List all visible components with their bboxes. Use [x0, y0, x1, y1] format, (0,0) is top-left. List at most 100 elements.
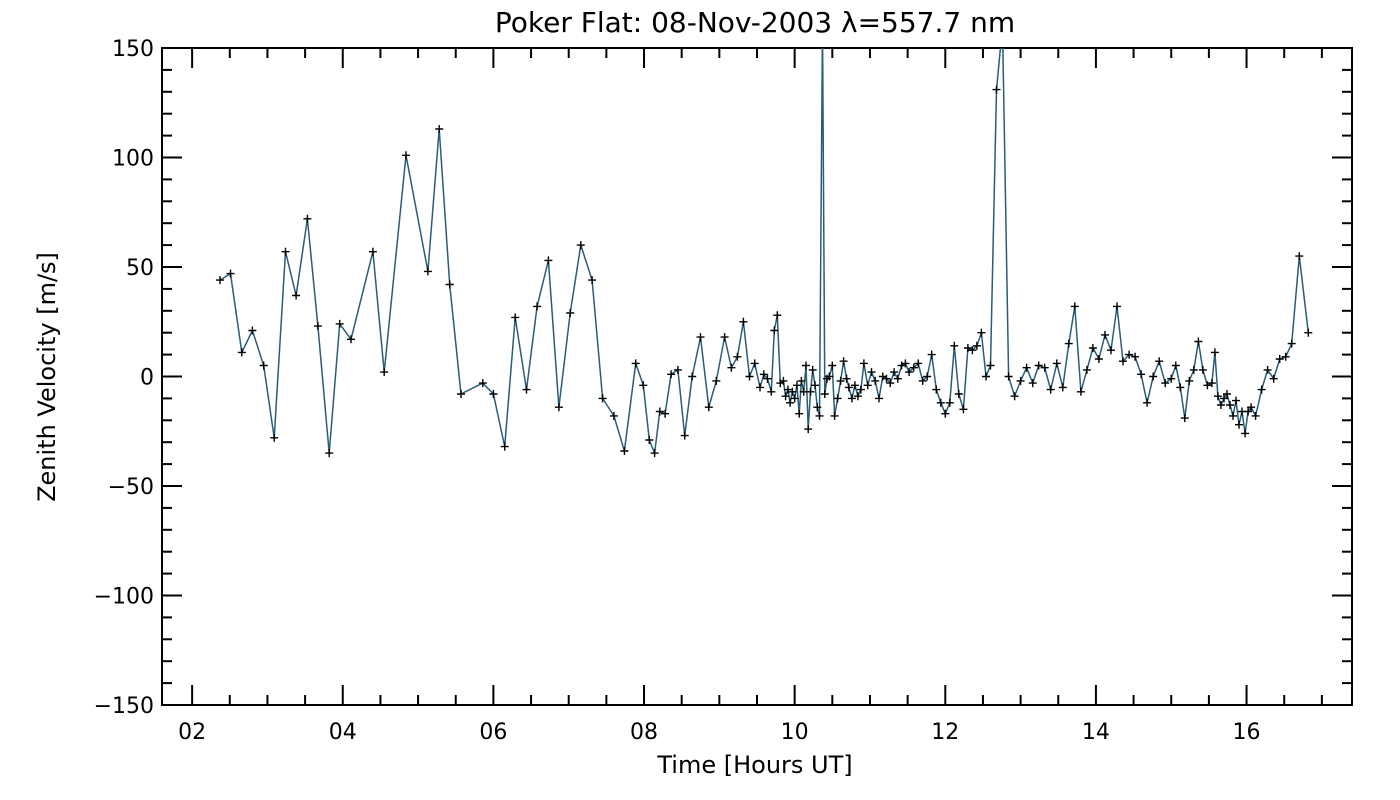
y-tick-label: 150 [112, 37, 154, 62]
data-point [756, 383, 764, 392]
data-point [813, 403, 822, 412]
data-point [1229, 411, 1237, 420]
data-point [216, 276, 224, 285]
data-point [932, 385, 941, 394]
data-point [859, 359, 868, 368]
data-point [992, 85, 1001, 94]
data-point [1064, 339, 1073, 348]
data-point [1194, 337, 1203, 346]
data-point [977, 328, 986, 337]
data-point [936, 398, 945, 407]
data-point [554, 403, 563, 412]
data-point [673, 365, 682, 374]
data-point [914, 359, 923, 368]
series-group [216, 48, 1313, 458]
data-point [833, 394, 842, 403]
data-point [650, 449, 659, 458]
data-point [237, 348, 246, 357]
data-point [1119, 357, 1127, 366]
data-point [667, 370, 676, 379]
data-point [1143, 398, 1152, 407]
data-point [380, 368, 389, 377]
data-point [1046, 385, 1055, 394]
data-point [402, 151, 410, 160]
data-point [759, 370, 768, 379]
data-point [696, 333, 705, 342]
data-point [1028, 379, 1037, 388]
data-point [763, 374, 772, 383]
data-point [799, 387, 808, 396]
data-point [1137, 370, 1146, 379]
data-point [923, 372, 932, 381]
data-point [779, 376, 788, 385]
data-point [871, 376, 880, 385]
data-point [788, 387, 797, 396]
data-point [1070, 302, 1079, 311]
data-point [1207, 379, 1216, 388]
data-point [1269, 374, 1278, 383]
data-point [1076, 387, 1085, 396]
data-point [1180, 414, 1189, 423]
data-point [639, 381, 648, 390]
data-point [500, 442, 509, 451]
data-point [1241, 429, 1250, 438]
data-point [335, 319, 344, 328]
data-point [1176, 383, 1185, 392]
x-tick-label: 10 [781, 720, 809, 745]
data-point [767, 387, 776, 396]
data-point [959, 405, 968, 414]
data-point [830, 411, 839, 420]
data-point [457, 390, 465, 398]
data-point [853, 392, 862, 401]
data-point [901, 359, 910, 368]
data-point [1244, 407, 1253, 416]
data-point [770, 326, 779, 335]
data-point [1304, 328, 1313, 337]
data-point [655, 407, 664, 416]
data-point [783, 385, 792, 394]
x-tick-label: 02 [178, 720, 206, 745]
data-point [863, 381, 872, 390]
data-point [259, 361, 268, 370]
data-point [1113, 302, 1121, 311]
data-point [661, 409, 670, 418]
data-point [790, 394, 799, 403]
data-point [781, 392, 790, 401]
data-point [704, 403, 713, 412]
data-point [963, 344, 972, 352]
data-point [1058, 383, 1067, 392]
data-point [325, 449, 334, 458]
data-point [368, 247, 377, 256]
data-point [1223, 390, 1231, 398]
data-point [792, 381, 801, 390]
data-point [1198, 365, 1207, 374]
data-point [1232, 396, 1240, 405]
data-point [1203, 381, 1212, 390]
data-point [281, 247, 290, 256]
data-point [533, 302, 542, 311]
data-point [727, 363, 736, 372]
data-point [1010, 392, 1019, 401]
data-point [1263, 365, 1272, 374]
data-point [1275, 355, 1284, 363]
data-point [982, 372, 990, 381]
data-point [745, 372, 754, 381]
data-point [688, 372, 697, 381]
data-point [1004, 372, 1013, 381]
data-point [1040, 363, 1049, 372]
data-point [1155, 357, 1164, 366]
chart-title: Poker Flat: 08-Nov-2003 λ=557.7 nm [495, 6, 1015, 39]
x-tick-label: 08 [630, 720, 658, 745]
data-point [954, 390, 963, 398]
data-point [292, 291, 301, 300]
data-point [839, 357, 848, 366]
data-point [631, 359, 640, 368]
data-point [544, 256, 553, 265]
data-point [435, 125, 444, 133]
data-point [645, 436, 654, 444]
data-point [950, 341, 959, 350]
data-point [1185, 376, 1194, 385]
data-point [750, 359, 759, 368]
data-point [1088, 344, 1097, 352]
